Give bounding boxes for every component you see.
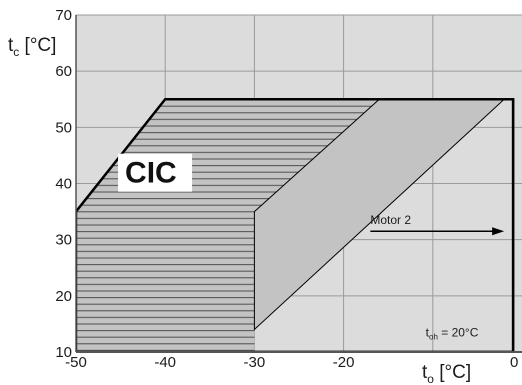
cic-logo: CIC [118, 153, 193, 192]
x-tick-label: -30 [244, 354, 266, 371]
y-tick-label: 20 [55, 288, 72, 305]
axes [75, 15, 522, 353]
motor-annotation: Motor 2 [370, 213, 411, 227]
y-axis-title: tc [°C] [8, 35, 56, 59]
y-tick-label: 40 [55, 176, 72, 193]
tick-labels: -50 -40 -30 -20 0 10 20 30 40 50 60 70 [55, 7, 518, 371]
x-tick-label: -50 [65, 354, 87, 371]
logo-text: CIC [125, 157, 177, 190]
y-tick-label: 50 [55, 119, 72, 136]
y-tick-label: 10 [55, 344, 72, 361]
logo-background [118, 153, 193, 192]
envelope-outline [76, 98, 515, 352]
arrow-head [492, 227, 505, 236]
y-tick-label: 60 [55, 63, 72, 80]
y-tick-label: 70 [55, 7, 72, 24]
motor-arrow-icon [370, 227, 505, 236]
toh-annotation: toh = 20°C [426, 325, 479, 341]
x-tick-label: -20 [333, 354, 355, 371]
x-axis-title: to [°C] [422, 362, 471, 385]
y-tick-label: 30 [55, 232, 72, 249]
x-tick-label: -40 [154, 354, 176, 371]
x-edge-tick-label: 0 [510, 354, 518, 371]
